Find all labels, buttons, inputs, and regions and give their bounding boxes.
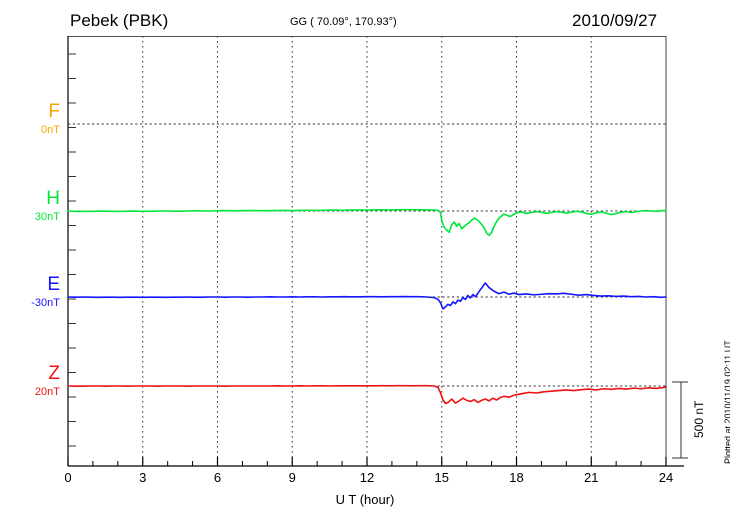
component-baseline-value-Z: 20nT (34, 386, 60, 398)
x-tick-label: 24 (658, 470, 674, 485)
plot-timestamp: Plotted at 2010/11/19 02:11 UT (723, 340, 730, 464)
scale-bar-label: 500 nT (692, 400, 706, 438)
component-label-F: F 0nT (0, 102, 60, 136)
observation-date: 2010/09/27 (572, 11, 658, 30)
x-tick-label: 12 (359, 470, 375, 485)
x-tick-label: 6 (213, 470, 222, 485)
grid-layer (142, 36, 592, 466)
component-symbol-F: F (48, 101, 60, 122)
geographic-coordinates: GG ( 70.09°, 170.93°) (290, 16, 397, 28)
component-symbol-Z: Z (48, 363, 60, 384)
component-symbol-E: E (47, 274, 60, 295)
component-baseline-value-F: 0nT (41, 124, 60, 136)
component-baseline-value-E: -30nT (31, 297, 60, 309)
plot-frame (67, 36, 684, 467)
component-baseline-value-H: 30nT (34, 211, 60, 223)
x-tick-label: 9 (288, 470, 296, 485)
x-tick-label: 0 (64, 470, 72, 485)
component-label-H: H 30nT (0, 189, 60, 223)
x-axis-title: U T (hour) (335, 492, 395, 507)
component-traces (67, 208, 667, 405)
x-tick-label: 18 (509, 470, 524, 485)
x-tick-label: 15 (434, 470, 449, 485)
scale-bar (672, 381, 688, 459)
component-label-E: E -30nT (0, 275, 60, 309)
x-tick-label: 21 (584, 470, 599, 485)
component-label-Z: Z 20nT (0, 364, 60, 398)
trace-E (67, 282, 667, 310)
station-name: Pebek (PBK) (70, 11, 169, 30)
component-symbol-H: H (46, 188, 60, 209)
trace-H (67, 208, 667, 237)
x-tick-label: 3 (139, 470, 147, 485)
trace-Z (67, 384, 667, 405)
axis-ticks (67, 53, 667, 466)
